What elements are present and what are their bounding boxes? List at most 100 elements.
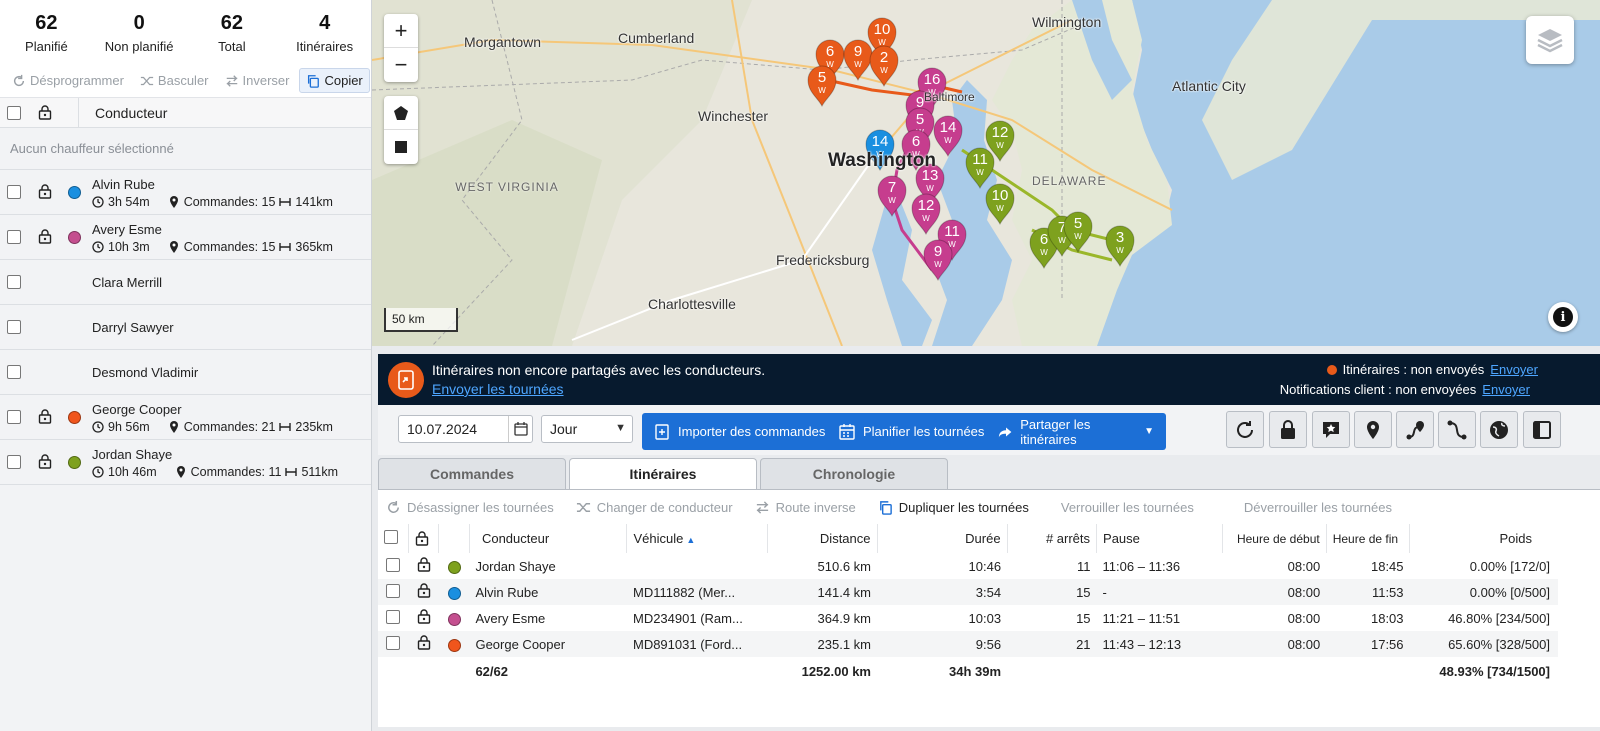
send-notifications-link[interactable]: Envoyer — [1482, 382, 1530, 397]
send-routes-status-link[interactable]: Envoyer — [1490, 362, 1538, 377]
driver-checkbox[interactable] — [7, 455, 21, 469]
marker-sublabel: W — [1116, 246, 1124, 255]
route-marker[interactable]: 12W — [985, 120, 1015, 163]
route-marker[interactable]: 5W — [1063, 211, 1093, 254]
show-paths-button[interactable] — [1438, 411, 1476, 448]
unschedule-button[interactable]: Désprogrammer — [6, 69, 130, 92]
reverse-route-button[interactable]: Route inverse — [755, 500, 856, 515]
driver-row[interactable]: Darryl Sawyer — [0, 305, 371, 350]
lock-icon[interactable] — [417, 609, 431, 624]
unassign-routes-button[interactable]: Désassigner les tournées — [386, 500, 554, 515]
lock-routes-button[interactable]: Verrouiller les tournées — [1060, 499, 1194, 515]
map-info-button[interactable]: i — [1548, 302, 1578, 332]
driver-row[interactable]: Desmond Vladimir — [0, 350, 371, 395]
route-marker[interactable]: 9W — [923, 239, 953, 282]
zoom-out-button[interactable]: − — [394, 52, 408, 77]
driver-checkbox[interactable] — [7, 365, 21, 379]
reverse-button[interactable]: Inverser — [219, 69, 296, 92]
col-vehicle[interactable]: Véhicule ▲ — [626, 524, 768, 553]
driver-row[interactable]: Jordan Shaye 10h 46m Commandes: 11 511km — [0, 440, 371, 485]
date-input[interactable]: 10.07.2024 — [398, 415, 533, 443]
driver-checkbox[interactable] — [7, 185, 21, 199]
route-marker[interactable]: 13W — [915, 163, 945, 206]
lock-icon[interactable] — [417, 557, 431, 572]
col-end[interactable]: Heure de fin — [1326, 524, 1411, 553]
lock-icon[interactable] — [38, 409, 52, 424]
unlock-routes-button[interactable]: Déverrouiller les tournées — [1243, 499, 1392, 515]
driver-row[interactable]: Clara Merrill — [0, 260, 371, 305]
driver-checkbox[interactable] — [7, 320, 21, 334]
route-marker[interactable]: 7W — [877, 175, 907, 218]
driver-column-header[interactable]: Conducteur — [78, 97, 167, 128]
period-select[interactable]: Jour ▼ — [541, 415, 633, 443]
driver-row[interactable]: George Cooper 9h 56m Commandes: 21 235km — [0, 395, 371, 440]
draw-polygon-button[interactable] — [384, 96, 418, 130]
table-row[interactable]: Alvin Rube MD111882 (Mer... 141.4 km 3:54 15… — [378, 579, 1558, 605]
route-marker[interactable]: 2W — [869, 45, 899, 88]
toggle-sidebar-button[interactable] — [1523, 411, 1561, 448]
col-start[interactable]: Heure de début — [1222, 524, 1327, 553]
lock-icon[interactable] — [38, 454, 52, 469]
route-marker[interactable]: 11W — [965, 147, 995, 190]
favorites-button[interactable] — [1312, 411, 1350, 448]
route-marker[interactable]: 14W — [865, 129, 895, 172]
col-stops[interactable]: # arrêts — [1007, 524, 1098, 553]
send-routes-link[interactable]: Envoyer les tournées — [432, 381, 564, 397]
lock-icon[interactable] — [417, 583, 431, 598]
layers-button[interactable] — [1526, 16, 1574, 64]
globe-button[interactable] — [1480, 411, 1518, 448]
show-locations-button[interactable] — [1354, 411, 1392, 448]
row-checkbox[interactable] — [386, 609, 401, 624]
route-marker[interactable]: 5W — [807, 65, 837, 108]
route-markers[interactable]: 10W6W9W2W5W16W9W5W14W6W14W13W7W12W11W9W1… — [807, 17, 1135, 282]
col-pause[interactable]: Pause — [1096, 524, 1224, 553]
row-checkbox[interactable] — [386, 557, 401, 572]
lock-icon[interactable] — [415, 531, 432, 546]
tab-timeline[interactable]: Chronologie — [760, 458, 948, 489]
map[interactable]: 10W6W9W2W5W16W9W5W14W6W14W13W7W12W11W9W1… — [372, 0, 1600, 346]
col-weight[interactable]: Poids — [1499, 531, 1532, 546]
select-all-checkbox[interactable] — [7, 105, 21, 120]
plan-routes-button[interactable]: Planifier les tournées — [827, 413, 997, 450]
driver-checkbox[interactable] — [7, 410, 21, 424]
driver-checkbox[interactable] — [7, 275, 21, 289]
zoom-in-button[interactable]: + — [384, 14, 418, 48]
draw-rectangle-button[interactable] — [384, 130, 418, 164]
import-orders-button[interactable]: Importer des commandes — [642, 413, 838, 450]
driver-checkbox[interactable] — [7, 230, 21, 244]
lock-icon[interactable] — [38, 105, 52, 120]
tab-orders[interactable]: Commandes — [378, 458, 566, 489]
lock-all-button[interactable] — [1269, 411, 1307, 448]
lock-icon[interactable] — [38, 184, 52, 199]
route-marker[interactable]: 9W — [843, 39, 873, 82]
lock-icon[interactable] — [38, 229, 52, 244]
col-distance[interactable]: Distance — [767, 524, 878, 553]
table-row[interactable]: Jordan Shaye 510.6 km 10:46 11 11:06 – 11:36… — [378, 553, 1558, 579]
change-driver-button[interactable]: Changer de conducteur — [576, 500, 733, 515]
route-marker[interactable]: 14W — [933, 115, 963, 158]
driver-row[interactable]: Avery Esme 10h 3m Commandes: 15 365km — [0, 215, 371, 260]
copy-button[interactable]: Copier — [299, 68, 370, 93]
tab-routes[interactable]: Itinéraires — [569, 458, 757, 490]
cell-start: 08:00 — [1222, 579, 1327, 605]
route-marker[interactable]: 12W — [911, 193, 941, 236]
map-canvas[interactable]: 10W6W9W2W5W16W9W5W14W6W14W13W7W12W11W9W1… — [372, 0, 1600, 346]
row-checkbox[interactable] — [386, 583, 401, 598]
toggle-button[interactable]: Basculer — [134, 69, 215, 92]
table-row[interactable]: George Cooper MD891031 (Ford... 235.1 km 9:… — [378, 631, 1558, 657]
route-marker[interactable]: 6W — [901, 129, 931, 172]
col-driver[interactable]: Conducteur — [469, 524, 628, 553]
col-duration[interactable]: Durée — [877, 524, 1008, 553]
route-marker[interactable]: 3W — [1105, 225, 1135, 268]
row-checkbox[interactable] — [386, 635, 401, 650]
refresh-button[interactable] — [1226, 411, 1264, 448]
duplicate-routes-button[interactable]: Dupliquer les tournées — [878, 500, 1029, 515]
select-all-routes-checkbox[interactable] — [384, 530, 398, 544]
show-route-lines-button[interactable] — [1396, 411, 1434, 448]
calendar-icon[interactable] — [508, 416, 532, 442]
table-row[interactable]: Avery Esme MD234901 (Ram... 364.9 km 10:03 1… — [378, 605, 1558, 631]
share-routes-button[interactable]: Partager les itinéraires ▼ — [986, 413, 1166, 450]
lock-icon[interactable] — [417, 635, 431, 650]
driver-row[interactable]: Alvin Rube 3h 54m Commandes: 15 141km — [0, 170, 371, 215]
route-marker[interactable]: 10W — [985, 183, 1015, 226]
